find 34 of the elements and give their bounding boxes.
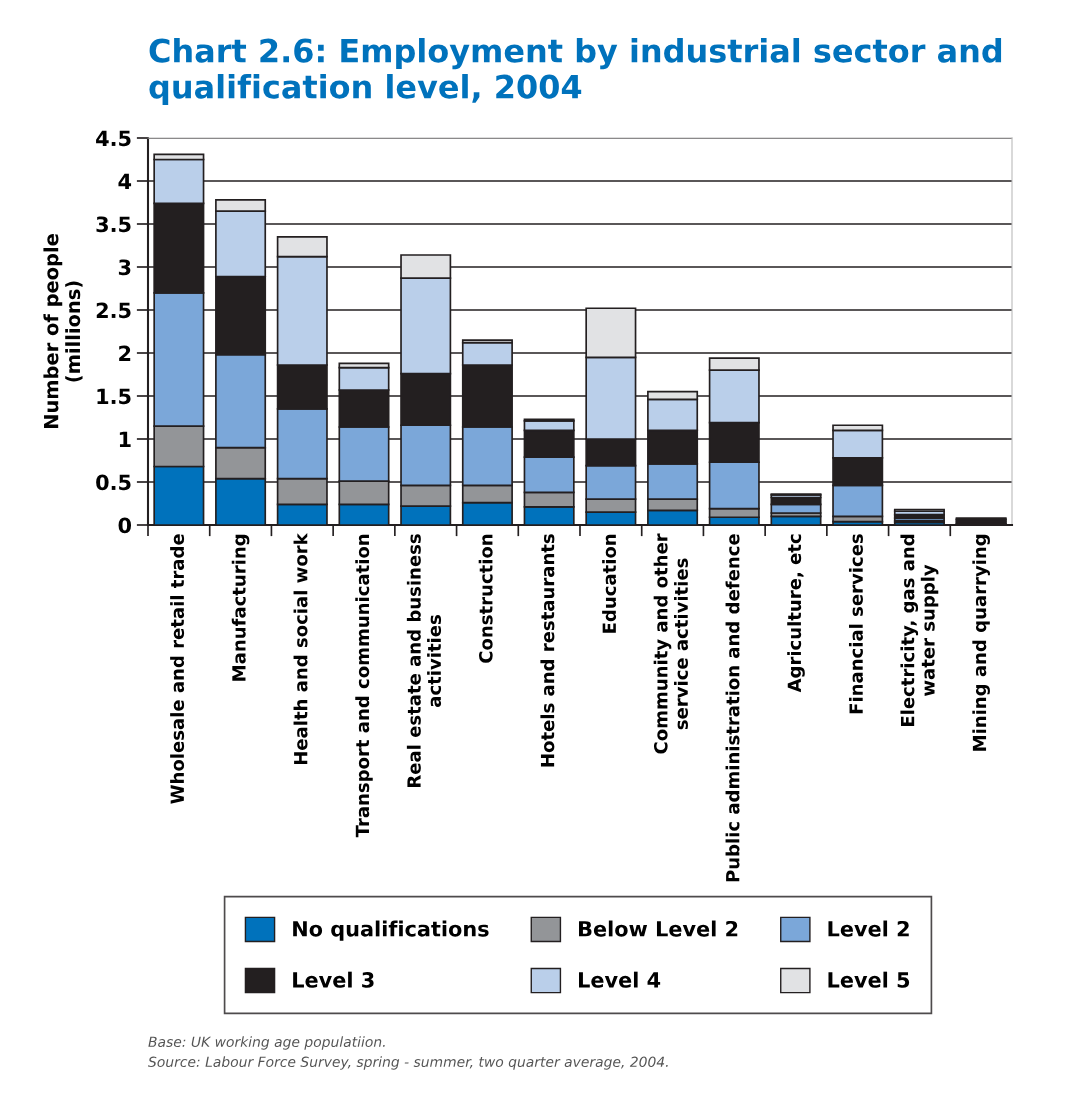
y-tick-label: 4 (118, 173, 132, 189)
x-tick-label: Community and other service activities (653, 533, 688, 754)
x-tick-label: Electricity, gas and water supply (900, 534, 939, 727)
chart-title: Chart 2.6: Employment by industrial sector and qualification level, 2004 (149, 38, 1002, 105)
x-tick-label: Agriculture, etc (787, 534, 805, 693)
y-tick-label: 3.5 (96, 216, 131, 233)
x-tick-label: Mining and quarrying (972, 534, 990, 751)
y-tick-label: 1.5 (97, 388, 131, 405)
legend-label: Below Level 2 (579, 920, 738, 937)
legend-label: Level 3 (293, 971, 374, 988)
y-tick-label: 2 (119, 345, 131, 361)
x-tick-label: Transport and communication (355, 534, 373, 838)
x-tick-label: Wholesale and retail trade (170, 534, 185, 804)
legend-label: Level 4 (579, 971, 661, 988)
x-tick-label: Health and social work (293, 532, 308, 765)
y-tick-label: 3 (118, 259, 131, 276)
legend-label: Level 2 (828, 920, 909, 937)
y-tick-label: 1 (119, 431, 131, 447)
x-tick-label: Hotels and restaurants (540, 534, 555, 767)
y-tick-label: 0 (118, 517, 132, 534)
legend-label: No qualifications (293, 920, 489, 941)
y-tick-label: 2.5 (96, 302, 131, 319)
x-tick-label: Real estate and business activities (406, 534, 442, 788)
text: Base: UK working age populatiion. (148, 1036, 385, 1050)
y-tick-label: 4.5 (96, 130, 131, 147)
x-tick-label: Public administration and defence (725, 534, 740, 882)
x-tick-label: Manufacturing (231, 534, 250, 681)
y-tick-label: 0.5 (96, 474, 131, 491)
x-tick-label: Education (602, 534, 617, 633)
x-tick-label: Financial services (848, 534, 863, 714)
source-note: Source: Labour Force Survey, spring - summer, two quarter average, 2004. (148, 1056, 668, 1070)
y-axis-title: Number of people (millions) (43, 234, 83, 429)
legend-label: Level 5 (828, 971, 910, 988)
x-tick-label: Construction (478, 534, 493, 663)
